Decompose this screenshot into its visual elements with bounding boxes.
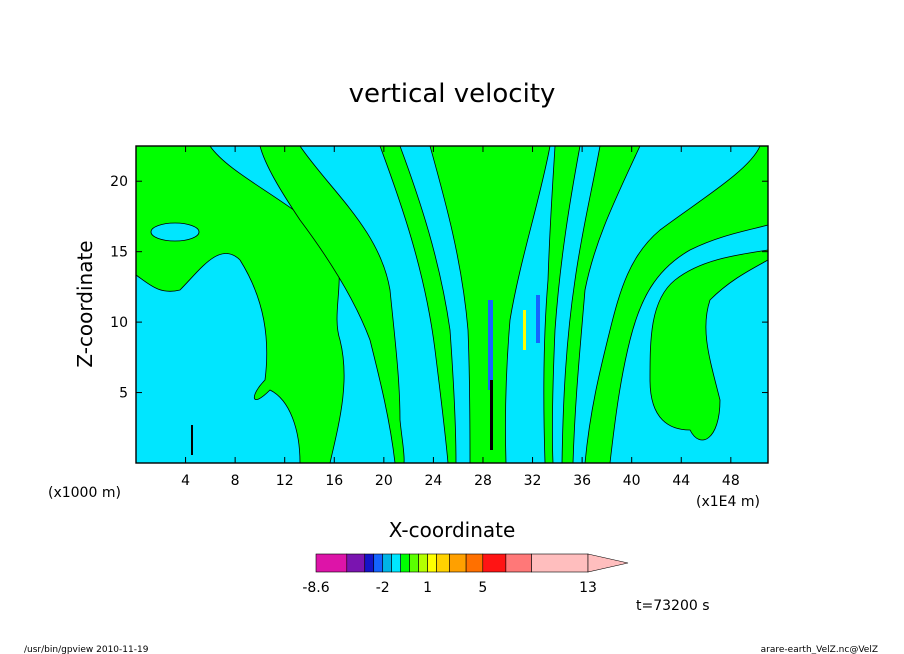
- colorbar-segment: [465, 553, 484, 573]
- colorbar-segment: [427, 553, 437, 573]
- y-axis-ticks: 5 10 15 20: [110, 174, 768, 402]
- time-label: t=73200 s: [636, 598, 710, 614]
- plot-area: [135, 145, 769, 464]
- colorbar-segment: [400, 553, 410, 573]
- colorbar-segment: [436, 553, 450, 573]
- x-axis-ticks: 4 8 12 16 20 24 28 32 36 40 44 48: [181, 146, 740, 489]
- y-axis-label: Z-coordinate: [73, 240, 97, 367]
- colorbar-segment: [531, 553, 589, 573]
- footer-left: /usr/bin/gpview 2010-11-19: [24, 645, 149, 654]
- y-tick-label: 15: [110, 245, 128, 261]
- colorbar-segment: [373, 553, 384, 573]
- colorbar-segment: [482, 553, 507, 573]
- x-tick-label: 40: [623, 473, 641, 489]
- x-tick-label: 36: [573, 473, 591, 489]
- colorbar-labels: -8.6 -2 1 5 13: [302, 580, 597, 596]
- contour-streak: [536, 295, 540, 343]
- colorbar-segment: [382, 553, 392, 573]
- contour-region: [150, 222, 200, 242]
- contour-streak: [523, 310, 526, 350]
- x-tick-label: 28: [474, 473, 492, 489]
- x-axis-label: X-coordinate: [389, 518, 516, 542]
- colorbar-segment: [505, 553, 532, 573]
- y-tick-label: 5: [119, 386, 128, 402]
- colorbar-segment: [418, 553, 428, 573]
- plot-frame: [135, 145, 769, 464]
- colorbar-label: 1: [423, 580, 432, 596]
- contour-fields: [135, 145, 769, 464]
- contour-streak: [488, 300, 493, 390]
- colorbar-segment: [346, 553, 366, 573]
- colorbar-segment: [391, 553, 401, 573]
- x-tick-label: 8: [231, 473, 240, 489]
- colorbar-label: 5: [478, 580, 487, 596]
- contour-streak: [191, 425, 193, 455]
- x-tick-label: 20: [375, 473, 393, 489]
- colorbar: [315, 553, 629, 573]
- x-unit-right: (x1E4 m): [696, 494, 760, 510]
- colorbar-segment: [315, 553, 348, 573]
- x-unit-left: (x1000 m): [48, 485, 121, 501]
- x-tick-label: 12: [276, 473, 294, 489]
- colorbar-segment: [364, 553, 375, 573]
- colorbar-segment: [409, 553, 419, 573]
- y-tick-label: 20: [110, 174, 128, 190]
- chart-title: vertical velocity: [349, 79, 556, 109]
- x-tick-label: 48: [722, 473, 740, 489]
- x-tick-label: 44: [672, 473, 690, 489]
- colorbar-segment: [449, 553, 467, 573]
- colorbar-extension: [587, 553, 629, 573]
- x-tick-label: 32: [524, 473, 542, 489]
- contour-streak: [490, 380, 493, 450]
- colorbar-label: -8.6: [302, 580, 329, 596]
- x-tick-label: 16: [325, 473, 343, 489]
- footer-right: arare-earth_VelZ.nc@VelZ: [761, 645, 878, 654]
- x-tick-label: 24: [424, 473, 442, 489]
- contour-region: [649, 249, 769, 441]
- colorbar-label: 13: [579, 580, 597, 596]
- x-tick-label: 4: [181, 473, 190, 489]
- y-tick-label: 10: [110, 315, 128, 331]
- colorbar-label: -2: [376, 580, 390, 596]
